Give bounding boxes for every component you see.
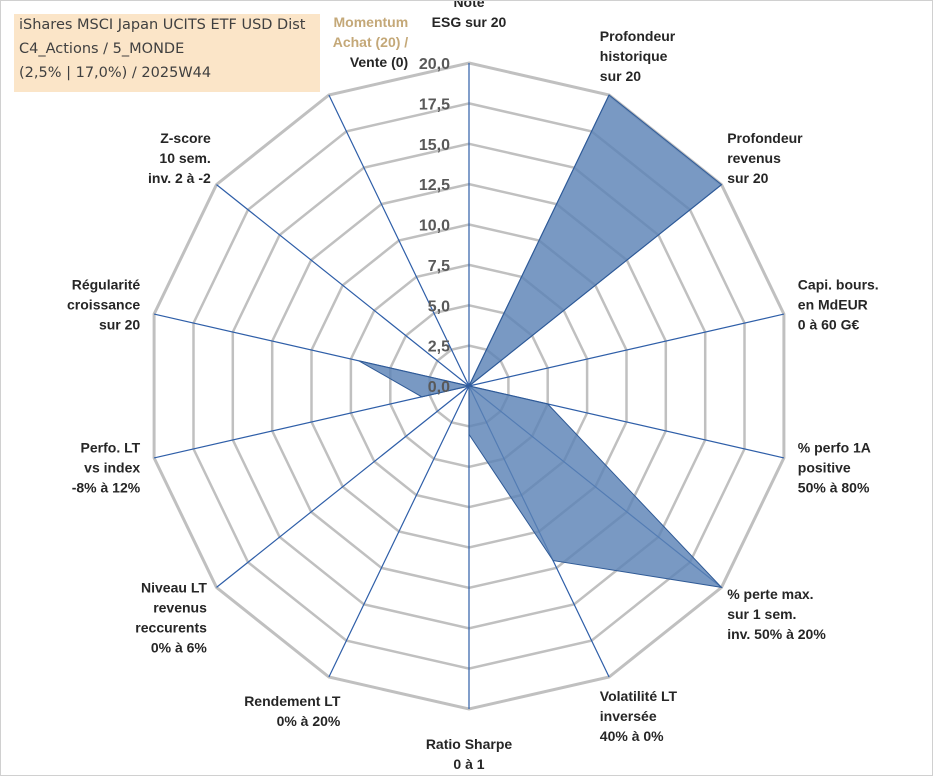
axis-label-perte-max: % perte max.sur 1 sem.inv. 50% à 20% — [727, 586, 826, 642]
tick-label: 5,0 — [428, 298, 450, 315]
tick-label: 15,0 — [419, 137, 450, 154]
tick-label: 20,0 — [419, 56, 450, 73]
spoke-rendement-lt — [329, 386, 469, 677]
tick-layer: 0,0 2,5 5,0 7,5 10,0 12,5 15,0 17,5 20,0 — [419, 56, 450, 396]
title-box: iShares MSCI Japan UCITS ETF USD Dist C4… — [14, 14, 320, 92]
title-line-period: (2,5% | 17,0%) / 2025W44 — [19, 65, 211, 81]
tick-label: 10,0 — [419, 218, 450, 235]
title-line-category: C4_Actions / 5_MONDE — [19, 41, 184, 57]
tick-label: 17,5 — [419, 96, 450, 113]
tick-label: 7,5 — [428, 258, 450, 275]
tick-label: 12,5 — [419, 177, 450, 194]
title-line-fund: iShares MSCI Japan UCITS ETF USD Dist — [19, 17, 306, 33]
tick-label: 0,0 — [428, 379, 450, 396]
tick-label: 2,5 — [428, 339, 450, 356]
